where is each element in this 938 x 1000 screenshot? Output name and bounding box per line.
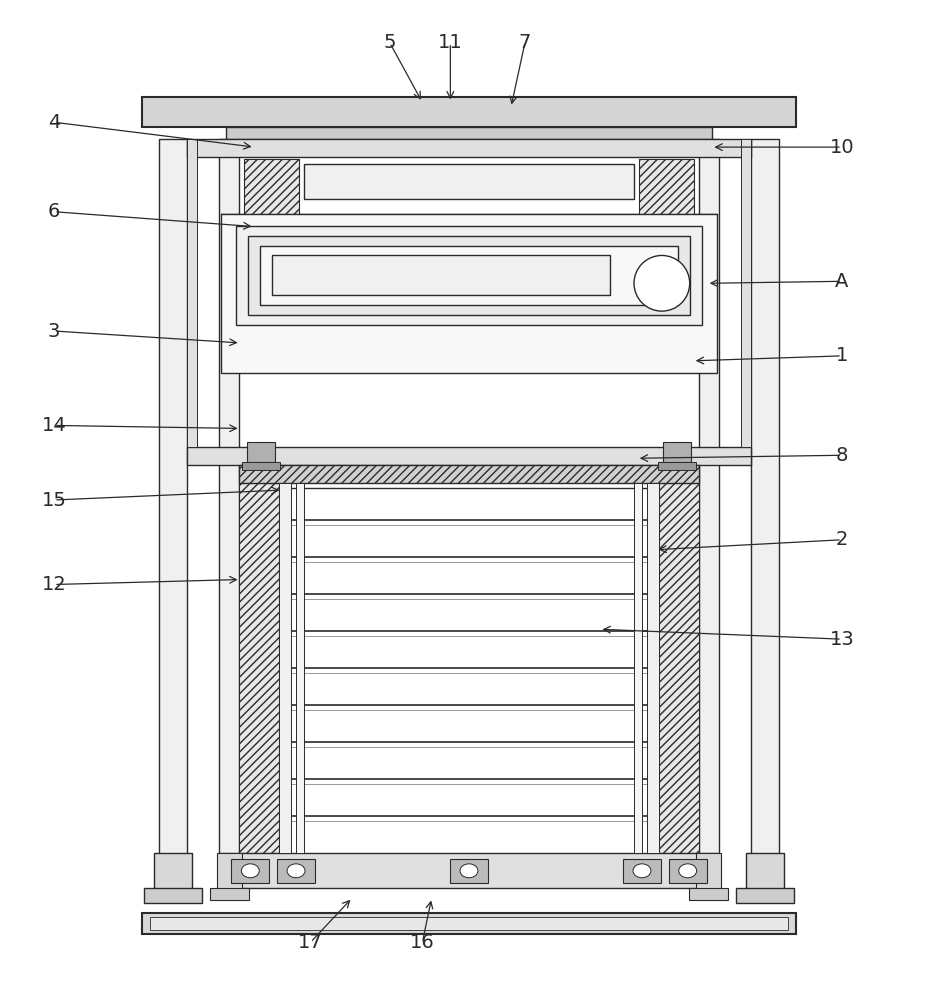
Bar — [217, 853, 242, 896]
Text: 4: 4 — [48, 113, 60, 132]
Bar — [647, 483, 658, 853]
Bar — [280, 483, 291, 853]
Bar — [232, 859, 269, 883]
Bar — [736, 888, 794, 903]
Bar — [159, 139, 187, 868]
Ellipse shape — [241, 864, 259, 878]
Bar — [142, 97, 796, 127]
Text: 12: 12 — [41, 575, 67, 594]
Text: A: A — [836, 272, 849, 291]
Bar — [260, 246, 678, 305]
Bar — [242, 462, 280, 470]
Ellipse shape — [679, 864, 697, 878]
Bar — [248, 442, 275, 462]
Bar — [142, 913, 796, 934]
Bar — [751, 139, 779, 868]
Bar — [658, 462, 696, 470]
Bar — [219, 853, 719, 888]
Bar — [277, 859, 315, 883]
Bar — [669, 859, 706, 883]
Circle shape — [634, 255, 689, 311]
Text: 6: 6 — [48, 202, 60, 221]
Ellipse shape — [633, 864, 651, 878]
Bar — [154, 853, 191, 898]
Bar — [663, 442, 690, 462]
Bar — [688, 888, 729, 900]
Bar — [187, 139, 197, 447]
Bar — [747, 853, 784, 898]
Bar — [144, 888, 202, 903]
Bar — [741, 139, 751, 447]
Bar — [219, 139, 239, 868]
Bar — [696, 853, 721, 896]
Bar — [249, 236, 689, 315]
Bar — [639, 159, 694, 214]
Bar — [623, 859, 661, 883]
Text: 14: 14 — [41, 416, 67, 435]
Text: 11: 11 — [438, 33, 462, 52]
Bar — [239, 465, 699, 483]
Bar — [209, 888, 250, 900]
Text: 3: 3 — [48, 322, 60, 341]
Bar — [304, 164, 634, 199]
Text: 5: 5 — [384, 33, 396, 52]
Bar — [450, 859, 488, 883]
Text: 8: 8 — [836, 446, 848, 465]
Ellipse shape — [460, 864, 478, 878]
Bar — [187, 139, 751, 157]
Bar — [244, 159, 299, 214]
Ellipse shape — [287, 864, 305, 878]
Bar — [634, 483, 642, 853]
Text: 1: 1 — [836, 346, 848, 365]
Text: 7: 7 — [519, 33, 531, 52]
Bar — [221, 214, 717, 373]
Bar — [699, 139, 719, 868]
Text: 17: 17 — [298, 933, 323, 952]
Bar — [296, 483, 304, 853]
Bar — [272, 255, 610, 295]
Bar — [236, 226, 702, 325]
Bar — [187, 447, 751, 465]
Bar — [226, 127, 712, 139]
Bar — [239, 483, 280, 853]
Text: 16: 16 — [410, 933, 434, 952]
Text: 13: 13 — [829, 630, 855, 649]
Bar — [658, 483, 699, 853]
Text: 2: 2 — [836, 530, 848, 549]
Bar — [150, 917, 788, 930]
Text: 10: 10 — [830, 138, 855, 157]
Text: 15: 15 — [41, 490, 67, 510]
